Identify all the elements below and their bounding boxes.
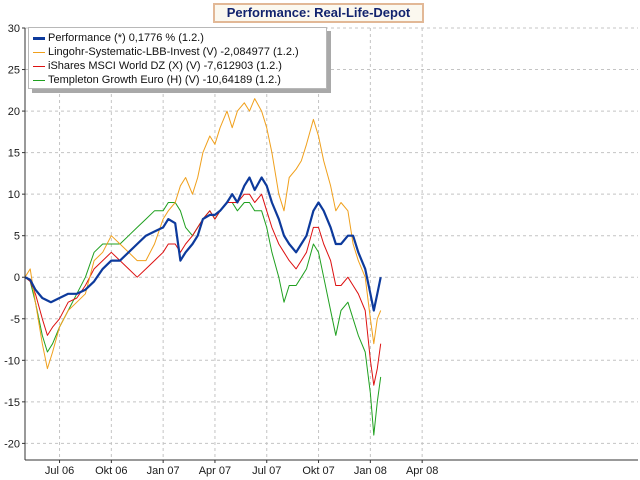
gridlines [25, 27, 638, 460]
plot-area [25, 28, 638, 460]
y-tick-label: 30 [8, 23, 20, 35]
x-tick-label: Okt 07 [302, 465, 334, 477]
legend-swatch [33, 79, 45, 81]
legend-label: Lingohr-Systematic-LBB-Invest (V) -2,084… [48, 46, 299, 58]
legend: Performance (*) 0,1776 % (1.2.) Lingohr-S… [28, 27, 327, 89]
series-line-1 [24, 176, 382, 312]
x-tick-label: Jul 06 [45, 465, 74, 477]
series-line-2 [24, 98, 382, 370]
tick-labels: -20 -15 -10 -5 0 5 10 15 20 25 30 Jul 06 Okt 06 Jan 0… [4, 23, 438, 477]
x-tick-label: Jan 08 [354, 465, 387, 477]
y-tick-label: 25 [8, 65, 20, 77]
y-tick-label: 5 [14, 231, 20, 243]
legend-swatch [33, 65, 45, 67]
y-tick-label: -20 [4, 438, 20, 450]
x-tick-label: Apr 07 [199, 465, 231, 477]
legend-entry: iShares MSCI World DZ (X) (V) -7,612903 … [33, 59, 326, 73]
x-tick-label: Jul 07 [252, 465, 281, 477]
legend-swatch [33, 51, 45, 53]
y-tick-label: 10 [8, 189, 20, 201]
legend-entry: Performance (*) 0,1776 % (1.2.) [33, 31, 326, 45]
y-tick-label: -10 [4, 355, 20, 367]
y-tick-label: -15 [4, 397, 20, 409]
legend-label: iShares MSCI World DZ (X) (V) -7,612903 … [48, 60, 282, 72]
legend-label: Performance (*) 0,1776 % (1.2.) [48, 32, 204, 44]
y-tick-label: 20 [8, 106, 20, 118]
series-lines [24, 98, 382, 436]
x-tick-label: Jan 07 [147, 465, 180, 477]
x-tick-label: Okt 06 [95, 465, 127, 477]
legend-swatch [33, 36, 45, 40]
legend-label: Templeton Growth Euro (H) (V) -10,64189 … [48, 74, 281, 86]
y-tick-label: 0 [14, 272, 20, 284]
y-tick-label: -5 [10, 314, 20, 326]
legend-entry: Lingohr-Systematic-LBB-Invest (V) -2,084… [33, 45, 326, 59]
chart-title: Performance: Real-Life-Depot [213, 3, 424, 23]
x-tick-label: Apr 08 [406, 465, 438, 477]
y-tick-label: 15 [8, 148, 20, 160]
legend-entry: Templeton Growth Euro (H) (V) -10,64189 … [33, 73, 326, 87]
axes [24, 28, 638, 461]
